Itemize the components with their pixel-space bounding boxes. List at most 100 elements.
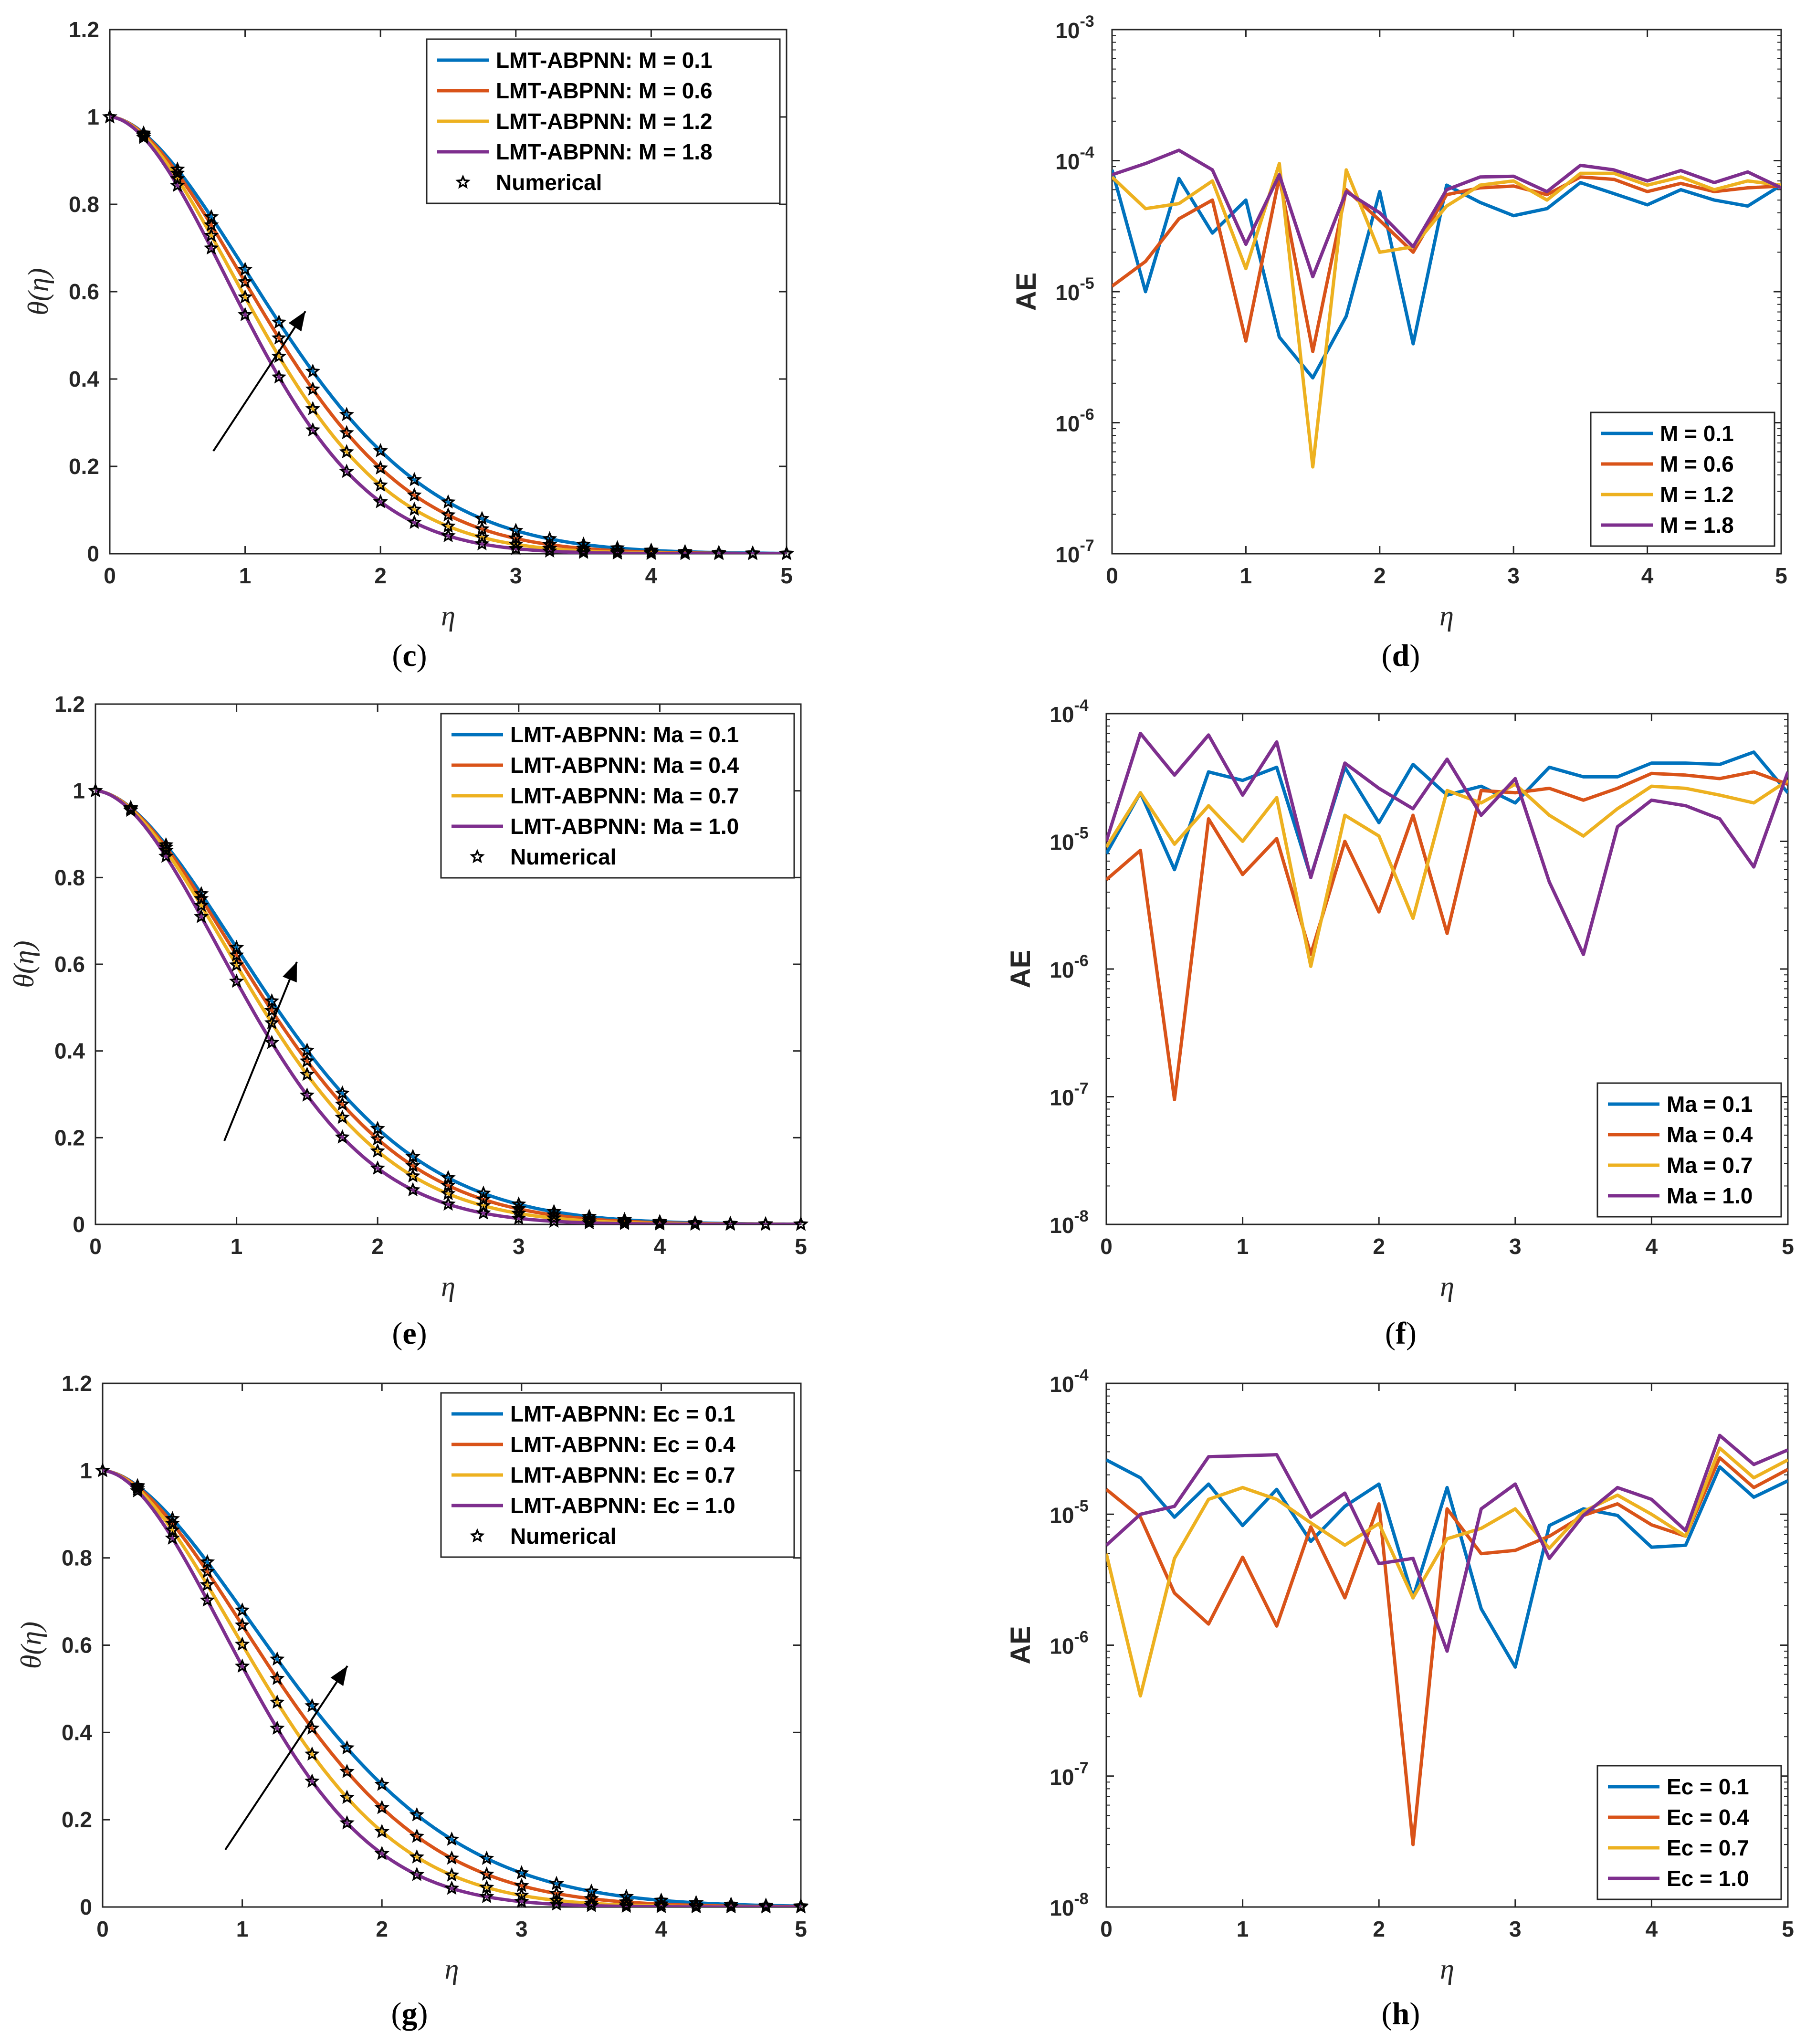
series-line-3 (103, 1469, 801, 1907)
x-tick-label: 3 (510, 563, 522, 588)
numerical-marker (234, 1658, 250, 1673)
numerical-marker (339, 444, 355, 459)
panel-caption-letter: c (402, 638, 416, 673)
numerical-marker (193, 908, 209, 923)
numerical-marker (688, 1899, 704, 1914)
x-axis-label: η (1439, 600, 1454, 632)
chart-g: 0 1 2 3 4 5 0 0.2 0.4 0.6 0.8 1 1.2 η θ(η) LMT-ABPNN: E… (15, 1371, 808, 2031)
legend-label: LMT-ABPNN: Ma = 0.4 (510, 753, 739, 778)
numerical-marker (158, 837, 174, 852)
numerical-marker (229, 957, 244, 972)
y-tick-label: 10-3 (1055, 12, 1094, 43)
numerical-marker (271, 348, 287, 363)
panel-caption: (e) (392, 1316, 427, 1351)
numerical-marker (617, 1215, 632, 1230)
numerical-marker (130, 1479, 145, 1494)
legend-label: Ma = 0.7 (1667, 1153, 1753, 1178)
y-tick-label: 1 (80, 1458, 92, 1483)
legend-label: M = 1.8 (1660, 513, 1734, 537)
numerical-marker (165, 1511, 180, 1526)
numerical-marker (405, 1168, 420, 1183)
y-tick-label: 0 (87, 541, 99, 566)
legend-label: Ma = 0.1 (1667, 1092, 1753, 1117)
numerical-marker (511, 1210, 526, 1225)
y-tick-label: 10-7 (1055, 537, 1094, 567)
legend-label: LMT-ABPNN: M = 1.2 (496, 109, 713, 134)
numerical-marker (409, 1828, 425, 1843)
x-tick-label: 2 (376, 1917, 388, 1941)
numerical-marker (304, 1698, 320, 1713)
legend-label: LMT-ABPNN: Ma = 1.0 (510, 814, 739, 839)
x-tick-label: 4 (655, 1917, 668, 1941)
numerical-marker (335, 1096, 350, 1111)
x-tick-label: 5 (780, 563, 793, 588)
legend-label: Ec = 0.1 (1667, 1774, 1749, 1799)
x-tick-label: 2 (371, 1234, 384, 1259)
numerical-marker (723, 1896, 739, 1911)
panel-caption: (c) (392, 638, 427, 673)
numerical-marker (549, 1896, 564, 1911)
legend-label: LMT-ABPNN: Ec = 0.4 (510, 1432, 735, 1457)
y-axis-label: AE (1011, 273, 1042, 311)
numerical-marker (203, 227, 219, 242)
series-line-3 (95, 789, 801, 1224)
numerical-marker (511, 1205, 526, 1220)
legend: Ec = 0.1 Ec = 0.4 Ec = 0.7 Ec = 1.0 (1596, 1765, 1782, 1900)
numerical-marker (609, 543, 625, 558)
legend-label: Ma = 1.0 (1667, 1183, 1753, 1208)
series-line-0 (103, 1469, 801, 1907)
y-tick-label: 10-6 (1050, 952, 1088, 982)
legend-marker (470, 849, 485, 864)
y-tick-label: 1 (73, 779, 85, 803)
y-tick-label: 0.8 (62, 1546, 92, 1570)
numerical-marker (444, 1850, 460, 1865)
y-tick-label: 10-8 (1050, 1890, 1088, 1920)
legend: Ma = 0.1 Ma = 0.4 Ma = 0.7 Ma = 1.0 (1596, 1082, 1782, 1218)
chart-c: 0 1 2 3 4 5 0 0.2 0.4 0.6 0.8 1 1.2 η θ(η) LMT-ABPNN: M… (22, 17, 794, 673)
numerical-marker (758, 1899, 774, 1914)
numerical-marker (339, 407, 355, 421)
legend-label: M = 0.1 (1660, 421, 1734, 446)
numerical-marker (653, 1898, 669, 1913)
x-tick-label: 2 (1373, 1234, 1385, 1259)
numerical-marker (643, 542, 659, 557)
series-line-1 (1106, 1456, 1788, 1846)
y-tick-label: 0.2 (62, 1807, 92, 1832)
numerical-marker (237, 262, 253, 276)
numerical-marker (269, 1720, 285, 1735)
numerical-marker (130, 1483, 145, 1497)
numerical-marker (508, 540, 524, 555)
y-tick-label: 0.4 (62, 1720, 92, 1745)
x-tick-label: 3 (513, 1234, 525, 1259)
x-tick-label: 5 (795, 1917, 807, 1941)
numerical-marker (271, 314, 287, 329)
numerical-marker (123, 801, 138, 816)
numerical-marker (407, 472, 422, 486)
numerical-marker (723, 1216, 738, 1231)
x-axis-label: η (1440, 1953, 1454, 1985)
numerical-marker (373, 477, 388, 492)
legend-label: LMT-ABPNN: M = 1.8 (496, 139, 713, 164)
panel-caption: (g) (391, 1996, 428, 2031)
series-line-0 (1106, 1458, 1788, 1669)
numerical-marker (234, 1617, 250, 1632)
numerical-marker (441, 494, 456, 509)
y-tick-label: 10-6 (1050, 1628, 1088, 1659)
series-line-0 (1106, 750, 1788, 878)
legend-label: LMT-ABPNN: Ma = 0.7 (510, 783, 739, 808)
y-tick-label: 0.6 (62, 1633, 92, 1658)
numerical-marker (305, 381, 321, 396)
x-tick-label: 3 (1509, 1234, 1522, 1259)
numerical-marker (269, 1670, 285, 1685)
y-tick-label: 0 (73, 1212, 85, 1237)
y-tick-label: 0.8 (54, 865, 85, 890)
numerical-marker (339, 1790, 355, 1804)
x-tick-label: 0 (1100, 1234, 1113, 1259)
series-line-3 (1112, 148, 1781, 279)
numerical-marker (335, 1085, 350, 1100)
y-tick-label: 0.4 (69, 367, 99, 391)
trend-arrow-shaft (224, 1665, 348, 1851)
numerical-marker (609, 545, 625, 560)
x-tick-label: 1 (236, 1917, 249, 1941)
